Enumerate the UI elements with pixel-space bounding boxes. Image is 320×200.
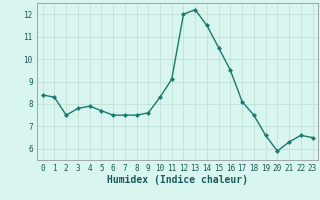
X-axis label: Humidex (Indice chaleur): Humidex (Indice chaleur) (107, 175, 248, 185)
